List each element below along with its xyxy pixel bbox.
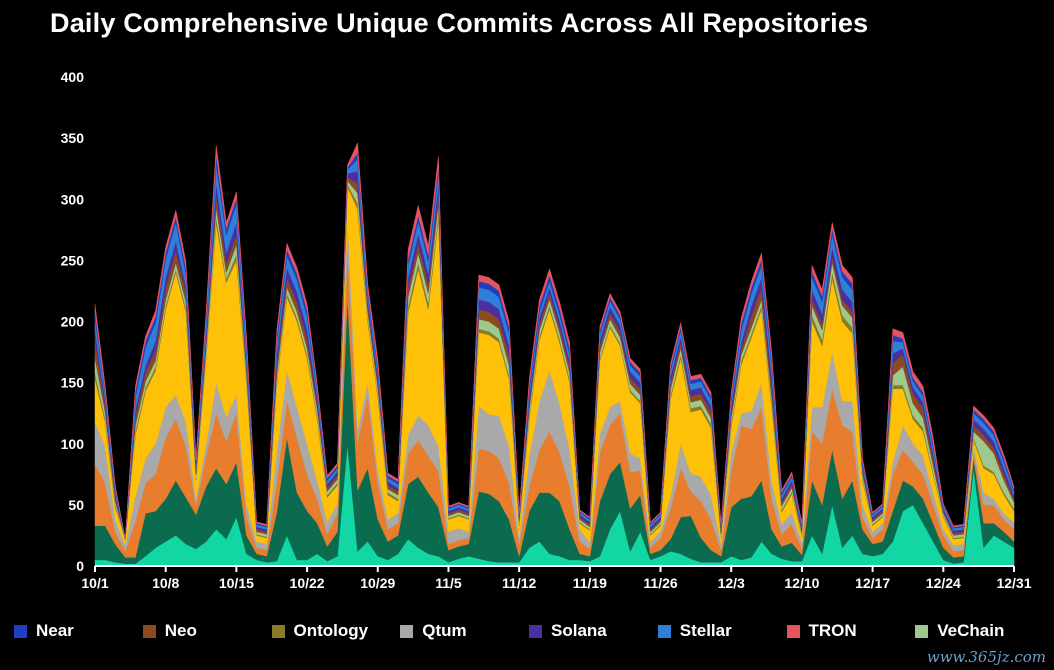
x-tick-label: 11/5 xyxy=(435,575,462,591)
watermark: www.365jz.com xyxy=(926,648,1046,666)
x-tick-label: 12/31 xyxy=(996,575,1031,591)
legend-swatch xyxy=(657,624,671,638)
legend-swatch xyxy=(400,624,414,638)
legend-label: Ontology xyxy=(293,621,369,640)
chart-legend: Near Neo Ontology Qtum Solana Stellar TRON VeCh… xyxy=(14,620,1044,644)
x-tick-label: 10/8 xyxy=(152,575,179,591)
legend-item-ontology: Ontology xyxy=(271,620,369,642)
legend-swatch xyxy=(271,624,285,638)
legend-label: TRON xyxy=(808,621,857,640)
y-tick-label: 400 xyxy=(61,69,85,85)
x-tick-label: 11/12 xyxy=(502,575,536,591)
legend-swatch xyxy=(915,624,929,638)
legend-swatch xyxy=(529,624,542,638)
y-tick-label: 150 xyxy=(61,375,85,391)
y-tick-label: 300 xyxy=(61,191,85,207)
y-tick-label: 250 xyxy=(61,252,85,268)
x-tick-label: 10/29 xyxy=(360,575,395,591)
area-series-tron xyxy=(94,142,1015,540)
legend-item-vechain: VeChain xyxy=(915,620,1004,642)
legend-label: Solana xyxy=(551,621,607,640)
y-tick-label: 350 xyxy=(61,130,85,146)
legend-item-qtum: Qtum xyxy=(400,620,467,642)
legend-label: Neo xyxy=(164,621,197,640)
x-tick-label: 10/22 xyxy=(290,575,325,591)
legend-label: Qtum xyxy=(422,621,467,640)
legend-swatch xyxy=(786,624,800,638)
x-tick-label: 11/26 xyxy=(643,575,677,591)
legend-label: Near xyxy=(36,621,74,640)
chart-plot: 0 50 100 150 200 250 300 350 400 10/1 10/8 10/15 10/… xyxy=(61,69,1032,591)
legend-label: Stellar xyxy=(679,621,732,640)
x-tick-label: 12/10 xyxy=(784,575,819,591)
y-tick-label: 50 xyxy=(68,497,84,513)
legend-item-solana: Solana xyxy=(529,620,607,642)
x-tick-label: 10/1 xyxy=(81,575,108,591)
legend-item-tron: TRON xyxy=(786,620,857,642)
x-tick-label: 11/19 xyxy=(573,575,607,591)
x-tick-label: 10/15 xyxy=(219,575,254,591)
legend-swatch xyxy=(142,624,156,638)
x-tick-label: 12/24 xyxy=(926,575,961,591)
legend-swatch xyxy=(14,624,27,638)
y-tick-label: 0 xyxy=(76,558,84,574)
y-tick-label: 100 xyxy=(61,436,85,452)
legend-item-neo: Neo xyxy=(142,620,197,642)
legend-label: VeChain xyxy=(937,621,1005,640)
legend-item-stellar: Stellar xyxy=(657,620,732,642)
y-tick-label: 200 xyxy=(61,314,85,330)
x-tick-label: 12/17 xyxy=(855,575,890,591)
legend-item-near: Near xyxy=(14,620,74,642)
x-tick-label: 12/3 xyxy=(718,575,745,591)
chart-title: Daily Comprehensive Unique Commits Acros… xyxy=(50,8,869,38)
